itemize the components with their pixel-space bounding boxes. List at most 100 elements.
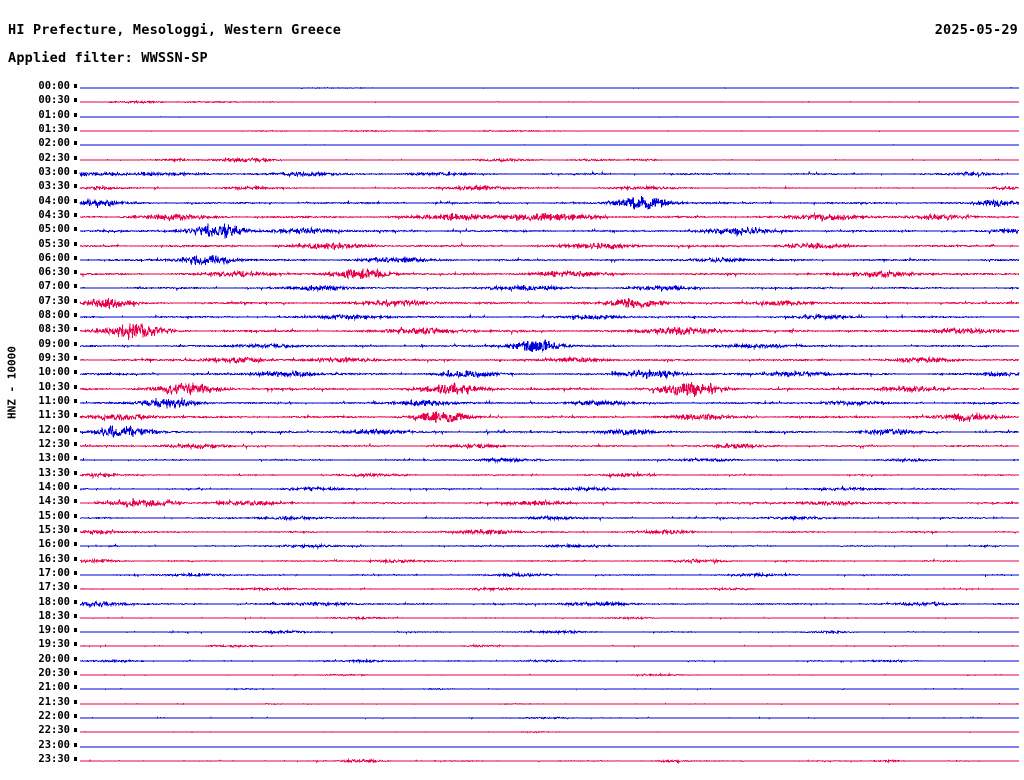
row-axis-tick [74,513,77,518]
trace-path-svg [79,571,1020,578]
trace-path-svg [79,672,1020,678]
trace-path [79,268,1020,280]
seismogram-row: 14:30 [0,496,1024,511]
trace-path-svg [79,586,1020,593]
row-axis-tick [74,112,77,117]
seismogram-row: 04:30 [0,209,1024,225]
seismogram-row: 15:00 [0,510,1024,526]
seismogram-row: 07:30 [0,294,1024,311]
seismogram-trace [79,601,1020,635]
row-axis-tick [74,184,77,189]
trace-path [79,485,1020,493]
row-axis-tick [74,270,77,275]
seismogram-trace [79,271,1020,305]
seismogram-row: 17:30 [0,582,1024,597]
row-time-label: 02:00 [38,137,70,150]
seismogram-trace [79,329,1020,363]
row-time-label: 19:00 [38,624,70,637]
seismogram-row: 06:30 [0,267,1024,282]
trace-path [79,397,1020,409]
seismogram-row: 12:30 [0,439,1024,454]
row-axis-tick [74,757,77,762]
seismogram-trace [79,644,1020,678]
seismogram-row: 13:00 [0,453,1024,468]
trace-path-svg [79,716,1020,720]
row-axis-tick [74,456,77,461]
page-title: HI Prefecture, Mesologgi, Western Greece [8,22,342,38]
seismogram-trace [79,85,1020,119]
row-axis-tick [74,84,77,88]
trace-path-svg [79,115,1020,118]
row-time-label: 14:30 [38,495,70,508]
row-time-label: 01:00 [38,108,70,121]
trace-path-svg [79,470,1020,479]
seismogram-trace [79,386,1020,420]
row-axis-tick [74,656,77,661]
seismogram-trace [79,157,1020,191]
row-axis-tick [74,241,77,246]
trace-path [79,757,1019,765]
trace-path [79,442,1019,451]
seismogram-trace [79,128,1020,162]
seismogram-row: 03:00 [0,166,1024,182]
seismogram-trace [79,400,1020,434]
seismogram-trace [79,214,1020,248]
trace-path-svg [79,629,1020,636]
trace-path-svg [79,643,1020,650]
trace-path [79,731,1020,734]
seismogram-trace [79,486,1020,520]
seismogram-row: 23:00 [0,739,1024,755]
seismogram-row: 13:30 [0,467,1024,483]
seismogram-trace [79,171,1020,205]
row-axis-tick [74,413,77,418]
row-axis-tick [74,141,77,146]
row-axis-tick [74,599,77,604]
trace-path-svg [79,87,1020,90]
row-axis-tick [74,671,77,676]
row-time-label: 10:30 [38,380,70,393]
row-time-label: 07:30 [38,294,70,307]
row-axis-tick [74,728,77,733]
trace-path [79,498,1020,509]
row-axis-tick [74,155,77,160]
seismogram-trace [79,572,1020,606]
seismogram-row: 05:30 [0,238,1024,254]
seismogram-plot: 00:00 00:30 01:00 01:30 02:00 02:30 03:00 03:30… [0,80,1024,775]
row-axis-tick [74,370,77,375]
seismogram-trace [79,658,1020,692]
row-axis-tick [74,198,77,203]
trace-path [79,629,1020,636]
seismogram-trace [79,558,1020,592]
trace-path-svg [79,411,1020,424]
trace-path [79,716,1020,720]
seismogram-row: 14:00 [0,481,1024,497]
row-time-label: 00:30 [38,94,70,107]
seismogram-row: 09:00 [0,338,1024,354]
trace-path [79,688,1020,692]
row-axis-tick [74,685,77,690]
row-axis-tick [74,98,77,103]
trace-path-svg [79,485,1020,493]
row-time-label: 08:30 [38,323,70,336]
trace-path-svg [79,381,1020,397]
row-axis-tick [74,442,77,446]
seismogram-row: 01:30 [0,123,1024,139]
trace-path-svg [79,144,1020,147]
trace-path-svg [79,129,1020,133]
trace-path [79,324,1020,341]
seismogram-row: 21:30 [0,696,1024,712]
seismogram-trace [79,243,1020,277]
trace-path-svg [79,99,1020,105]
row-time-label: 13:00 [38,452,70,465]
trace-path-svg [79,688,1020,692]
trace-path [79,284,1020,294]
trace-path-svg [79,615,1020,621]
row-axis-tick [74,585,77,590]
trace-path-svg [79,184,1020,192]
seismogram-trace [79,343,1020,377]
row-time-label: 22:30 [38,724,70,737]
trace-path [79,87,1020,90]
seismogram-row: 15:30 [0,524,1024,540]
applied-filter-label: Applied filter: WWSSN-SP [8,50,208,66]
seismogram-trace [79,286,1020,320]
